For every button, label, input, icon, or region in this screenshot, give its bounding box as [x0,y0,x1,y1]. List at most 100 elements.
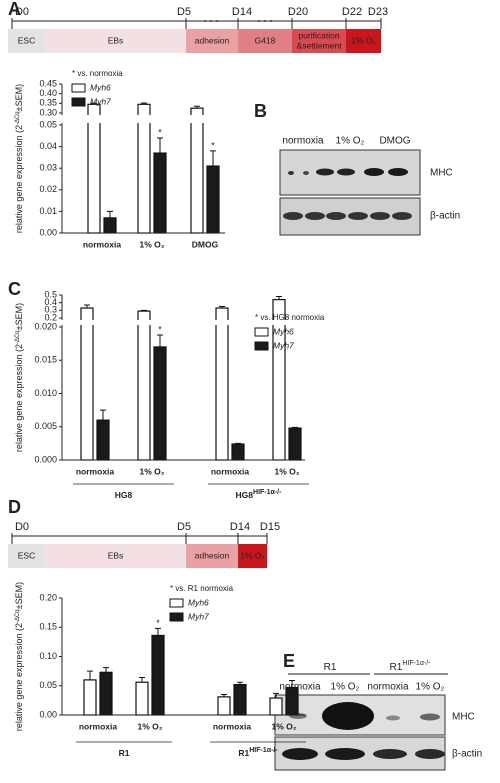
legend-note: * vs. HG8 normoxia [255,313,325,322]
y-axis-label: relative gene expression (2-ΔCq±SEM) [14,303,24,452]
stage-label: EBs [108,35,124,45]
bar [137,103,151,234]
x-tick-label: 1% O₂ [139,466,164,476]
y-axis-label: relative gene expression (2-ΔCq±SEM) [14,582,24,731]
error-bar [237,681,243,685]
legend-swatch [71,97,86,107]
legend-note: * vs. normoxia [72,69,123,78]
error-bar [219,306,225,309]
error-bar [289,679,295,688]
bar [96,419,110,461]
lane-label: 1% O₂ [331,682,360,693]
stage-box [45,544,186,568]
bar [80,307,94,461]
y-axis-label-text: relative gene expression (2 [14,344,24,452]
y-tick-label: 0.40 [39,88,57,98]
axis-break [58,115,225,123]
bar [103,217,117,234]
y-tick-label: 0.03 [39,163,57,173]
stage-box [292,29,346,53]
group-label: HG8HIF-1α-/- [236,489,283,500]
panel-letter: E [283,651,295,671]
group-label-sup: HIF-1α-/- [249,747,278,754]
day-label: D14 [232,6,252,18]
bar [137,310,151,461]
bar [215,307,229,461]
x-tick-label: 1% O₂ [274,466,299,476]
day-label: D23 [368,6,388,18]
x-tick-label: normoxia [83,239,122,249]
stage-box [238,544,267,568]
lane-label: normoxia [279,682,321,693]
legend-label: Myh6 [273,326,294,336]
bar [135,681,149,716]
day-label: D14 [230,521,250,533]
y-tick-label: 0.4 [44,297,57,307]
stage-label: purification [298,30,339,40]
row-label: MHC [430,168,453,179]
y-tick-label: 0.10 [39,651,57,661]
day-label: D0 [15,6,29,18]
blot-image [274,694,446,771]
stage-box [8,29,45,53]
y-tick-label: 0.20 [39,592,57,602]
group-label-base: R1 [119,748,130,758]
error-bar [141,309,147,312]
x-tick-label: normoxia [213,721,252,731]
day-label: D5 [177,6,191,18]
bar [269,697,283,716]
row-label: MHC [452,712,475,723]
legend-label: Myh6 [188,597,209,607]
bar [151,634,165,716]
stage-label: &settlement [297,40,343,50]
stage-box [186,544,238,568]
error-bar [235,442,241,445]
stage-label: G418 [255,35,276,45]
stage-box [238,29,292,53]
error-bar [87,670,93,680]
x-tick-label: 1% O₂ [271,721,296,731]
error-bar [84,304,90,309]
y-axis-label-sup: -ΔCq [15,111,21,125]
group-label-base: HG8 [236,490,254,500]
y-tick-label: 0.00 [39,227,57,237]
lane-label: normoxia [282,136,324,147]
legend-swatch [254,341,269,351]
y-tick-label: 0.15 [39,622,57,632]
error-bar [91,102,97,105]
bar [285,686,299,716]
x-tick-label: normoxia [211,466,250,476]
blot-image [279,149,421,236]
bar [231,443,245,461]
group-label-base: R1 [324,662,337,673]
panel-letter: A [8,0,21,19]
y-axis-label-end: ±SEM) [14,84,24,111]
legend-swatch [169,612,184,622]
panel-letter: B [254,101,267,121]
stage-label: 1% O₂ [240,550,265,560]
y-tick-label: 0.005 [34,421,57,431]
panel-letter: D [8,497,21,517]
error-bar [141,102,147,105]
y-axis-label-sup: -ΔCq [15,330,21,344]
stage-box [346,29,381,53]
group-label-sup: HIF-1α-/- [402,660,431,667]
bar [153,346,167,461]
bar [288,427,302,461]
error-bar [157,137,163,154]
bar [233,683,247,716]
stage-label: adhesion [195,35,230,45]
group-label: R1 [324,662,337,673]
group-label: R1HIF-1α-/- [390,660,432,673]
significance-mark: * [211,140,215,150]
y-tick-label: 0.02 [39,184,57,194]
group-label-base: R1 [238,748,249,758]
group-label-base: R1 [390,662,403,673]
legend-swatch [169,598,184,608]
error-bar [221,694,227,697]
error-bar [292,426,298,429]
significance-mark: * [156,618,160,628]
error-bar [194,105,200,109]
y-tick-label: 0.2 [44,312,57,322]
y-axis-label-end: ±SEM) [14,582,24,609]
